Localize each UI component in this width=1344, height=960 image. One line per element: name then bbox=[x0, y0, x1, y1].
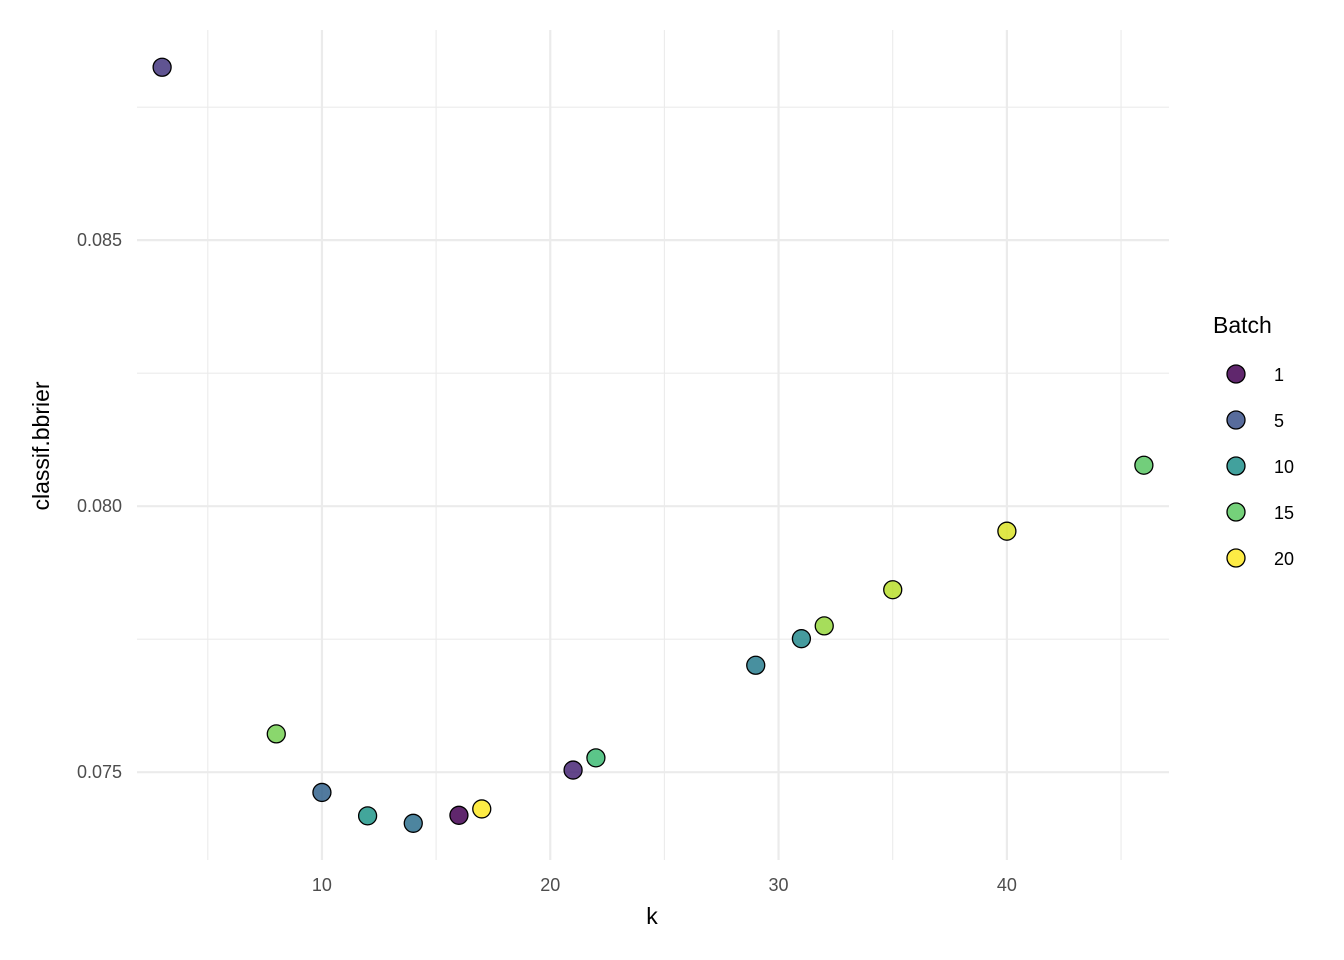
y-tick-label: 0.085 bbox=[77, 230, 122, 250]
legend-swatch bbox=[1226, 502, 1246, 522]
data-point-5 bbox=[449, 805, 469, 825]
data-point-1 bbox=[266, 724, 286, 744]
legend-swatch bbox=[1226, 364, 1246, 384]
data-point-8 bbox=[586, 748, 606, 768]
legend-item-5: 5 bbox=[1226, 410, 1284, 431]
data-point-7 bbox=[563, 760, 583, 780]
data-point-12 bbox=[883, 580, 903, 600]
data-point-9 bbox=[746, 655, 766, 675]
legend-label: 1 bbox=[1274, 365, 1284, 385]
minor-gridlines bbox=[137, 30, 1169, 860]
data-point-6 bbox=[472, 799, 492, 819]
data-point-3 bbox=[357, 806, 378, 826]
x-tick-label: 40 bbox=[997, 875, 1017, 895]
legend-item-1: 1 bbox=[1226, 364, 1284, 385]
legend-swatch bbox=[1226, 410, 1246, 430]
legend-title: Batch bbox=[1213, 312, 1272, 338]
data-point-4 bbox=[403, 813, 423, 833]
major-gridlines bbox=[137, 30, 1169, 860]
data-point-11 bbox=[814, 616, 834, 636]
data-point-13 bbox=[997, 521, 1017, 541]
legend-item-15: 15 bbox=[1226, 502, 1294, 523]
y-axis-ticks: 0.075 0.080 0.085 bbox=[77, 230, 122, 782]
legend-item-20: 20 bbox=[1226, 548, 1294, 569]
data-point-2 bbox=[312, 782, 332, 803]
legend-label: 10 bbox=[1274, 457, 1294, 477]
data-point-10 bbox=[791, 629, 812, 649]
legend-swatch bbox=[1226, 456, 1246, 476]
x-axis-title: k bbox=[646, 903, 658, 929]
y-axis-title: classif.bbrier bbox=[28, 381, 54, 510]
data-point-14 bbox=[1134, 455, 1154, 475]
x-tick-label: 20 bbox=[540, 875, 560, 895]
legend-label: 20 bbox=[1274, 549, 1294, 569]
legend-label: 5 bbox=[1274, 411, 1284, 431]
y-tick-label: 0.080 bbox=[77, 496, 122, 516]
y-tick-label: 0.075 bbox=[77, 762, 122, 782]
legend-label: 15 bbox=[1274, 503, 1294, 523]
legend-item-10: 10 bbox=[1226, 456, 1294, 477]
data-point-0 bbox=[152, 57, 172, 77]
x-tick-label: 30 bbox=[769, 875, 789, 895]
data-points bbox=[152, 57, 1154, 833]
x-axis-ticks: 10 20 30 40 bbox=[312, 875, 1017, 895]
x-tick-label: 10 bbox=[312, 875, 332, 895]
legend-swatch bbox=[1226, 548, 1246, 568]
